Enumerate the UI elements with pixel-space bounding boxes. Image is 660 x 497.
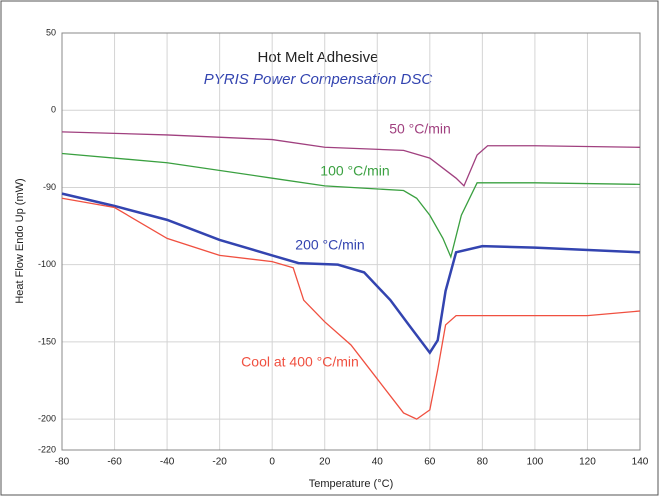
x-tick-label: 80 bbox=[477, 457, 489, 468]
x-tick-label: -20 bbox=[212, 457, 227, 468]
y-tick-label: 50 bbox=[46, 27, 56, 37]
x-tick-label: -80 bbox=[55, 457, 70, 468]
y-axis-label: Heat Flow Endo Up (mW) bbox=[14, 178, 26, 303]
x-tick-label: 40 bbox=[372, 457, 384, 468]
plot-frame bbox=[61, 32, 641, 451]
series-line bbox=[61, 192, 641, 355]
series-label: 50 °C/min bbox=[389, 121, 451, 137]
x-tick-label: 100 bbox=[527, 457, 544, 468]
y-tick-label: -100 bbox=[38, 259, 56, 269]
x-tick-label: 0 bbox=[269, 457, 275, 468]
y-tick-label: -90 bbox=[43, 182, 56, 192]
chart-subtitle: PYRIS Power Compensation DSC bbox=[204, 71, 433, 88]
x-tick-label: -40 bbox=[160, 457, 175, 468]
y-tick-label: 0 bbox=[51, 105, 56, 115]
x-tick-label: 140 bbox=[632, 457, 649, 468]
x-tick-label: 120 bbox=[579, 457, 596, 468]
y-tick-label: -200 bbox=[38, 413, 56, 423]
series-label: 200 °C/min bbox=[295, 237, 364, 253]
x-tick-label: 20 bbox=[319, 457, 331, 468]
x-tick-label: 60 bbox=[424, 457, 436, 468]
series-label: 100 °C/min bbox=[320, 163, 389, 179]
series-line bbox=[61, 131, 641, 188]
y-tick-label: -150 bbox=[38, 336, 56, 346]
x-axis-label: Temperature (°C) bbox=[309, 478, 393, 490]
series-line bbox=[61, 197, 641, 420]
series-line bbox=[61, 152, 641, 259]
y-tick-label: -220 bbox=[38, 444, 56, 454]
chart-title: Hot Melt Adhesive bbox=[258, 49, 379, 66]
series-label: Cool at 400 °C/min bbox=[241, 354, 359, 370]
x-tick-label: -60 bbox=[107, 457, 122, 468]
